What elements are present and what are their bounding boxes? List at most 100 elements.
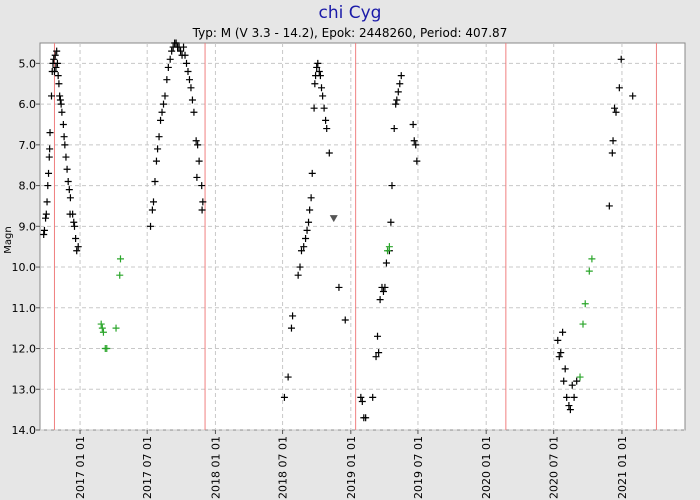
observation-point — [561, 365, 569, 373]
observation-point — [163, 76, 171, 84]
observation-point — [151, 178, 159, 186]
observation-point — [199, 198, 207, 206]
observation-point — [396, 80, 404, 88]
x-tick-label: 2018 07 01 — [277, 436, 290, 499]
green-observation-point — [112, 324, 120, 332]
observation-point — [157, 116, 165, 124]
observation-point — [409, 120, 417, 128]
observation-point — [45, 169, 53, 177]
x-tick-label: 2020 01 01 — [480, 436, 493, 499]
observation-point — [54, 72, 62, 80]
observation-point — [154, 145, 162, 153]
observation-point — [318, 84, 326, 92]
grid-layer — [40, 43, 685, 431]
observation-point — [289, 312, 297, 320]
y-tick-label: 13.0 — [12, 383, 37, 396]
observation-point — [382, 259, 390, 267]
green-observation-point — [588, 255, 596, 263]
observation-point — [57, 100, 65, 108]
observation-point — [69, 210, 77, 218]
observation-point — [325, 149, 333, 157]
green-observation-point — [116, 255, 124, 263]
observation-point — [297, 247, 305, 255]
observation-point — [310, 104, 318, 112]
observation-point — [55, 80, 63, 88]
observation-point — [617, 55, 625, 63]
observation-point — [161, 92, 169, 100]
chart-title: chi Cyg — [319, 3, 382, 23]
observation-point — [410, 137, 418, 145]
observation-point — [183, 59, 191, 67]
observation-point — [565, 402, 573, 410]
observation-point — [46, 145, 54, 153]
observation-point — [53, 59, 61, 67]
y-tick-label: 11.0 — [12, 302, 37, 315]
observation-point — [307, 194, 315, 202]
observation-point — [74, 243, 82, 251]
observation-point — [323, 125, 331, 133]
observation-point — [61, 141, 69, 149]
observation-point — [152, 157, 160, 165]
observation-point — [190, 108, 198, 116]
observation-point — [322, 116, 330, 124]
observation-point — [148, 206, 156, 214]
green-observation-point — [585, 267, 593, 275]
observation-point — [172, 39, 180, 47]
observation-point — [160, 100, 168, 108]
observation-point — [412, 141, 420, 149]
observation-point — [313, 63, 321, 71]
observation-point — [374, 332, 382, 340]
observation-point — [387, 218, 395, 226]
observation-point — [40, 226, 48, 234]
observation-point — [70, 218, 78, 226]
x-tick-label: 2017 07 01 — [141, 436, 154, 499]
green-observation-point — [116, 271, 124, 279]
observation-point — [629, 92, 637, 100]
observation-point — [376, 296, 384, 304]
observation-point — [280, 393, 288, 401]
plot-area — [39, 42, 686, 431]
observation-point — [188, 96, 196, 104]
observation-point — [198, 206, 206, 214]
observation-point — [554, 336, 562, 344]
observation-point — [187, 84, 195, 92]
observation-point — [316, 72, 324, 80]
y-tick-label: 14.0 — [12, 424, 37, 437]
observation-point — [358, 397, 366, 405]
observation-point — [381, 283, 389, 291]
observation-point — [557, 349, 565, 357]
observation-point — [70, 222, 78, 230]
observation-point — [315, 68, 323, 76]
y-axis-label: Magn — [3, 226, 14, 253]
y-tick-label: 5.0 — [19, 57, 37, 70]
observation-point — [192, 137, 200, 145]
green-observation-point — [99, 328, 107, 336]
observation-point — [42, 210, 50, 218]
x-tick-label: 2020 07 01 — [548, 436, 561, 499]
observation-point — [573, 377, 581, 385]
observation-point — [335, 283, 343, 291]
observation-point — [164, 63, 172, 71]
observation-point — [296, 263, 304, 271]
observation-point — [362, 414, 370, 422]
observation-point — [59, 120, 67, 128]
observation-point — [608, 149, 616, 157]
observation-point — [568, 381, 576, 389]
x-tick-label: 2021 01 01 — [616, 436, 629, 499]
observation-point — [305, 218, 313, 226]
observation-point — [184, 68, 192, 76]
observation-point — [612, 108, 620, 116]
observation-point — [390, 125, 398, 133]
observation-point — [62, 153, 70, 161]
observation-point — [357, 393, 365, 401]
observation-point — [294, 271, 302, 279]
observation-point — [375, 349, 383, 357]
observation-point — [72, 235, 80, 243]
x-tick-label: 2017 01 01 — [74, 436, 87, 499]
observation-point — [194, 141, 202, 149]
observation-point — [394, 88, 402, 96]
observation-point — [570, 393, 578, 401]
observation-point — [605, 202, 613, 210]
observation-point — [50, 55, 58, 63]
observation-point — [73, 247, 81, 255]
